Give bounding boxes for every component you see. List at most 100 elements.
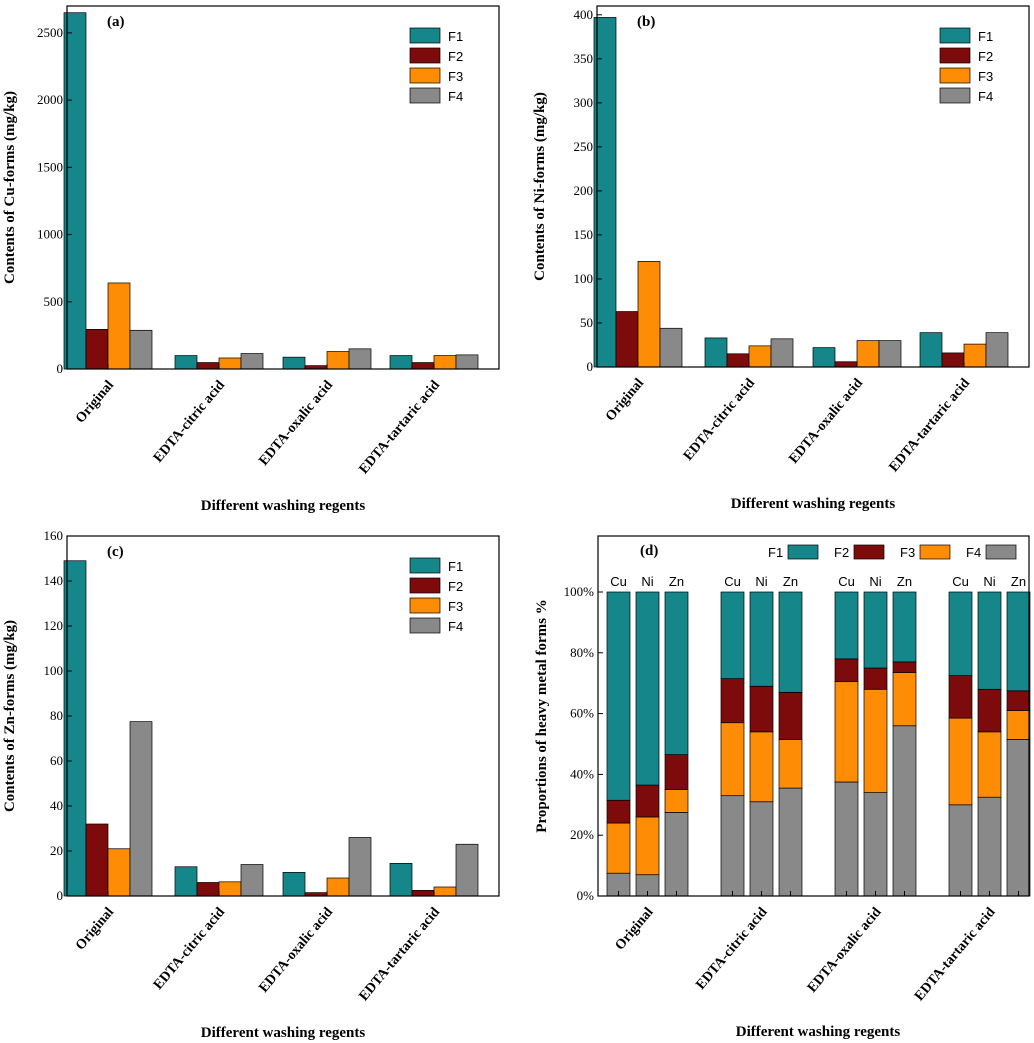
panel-label: (b) xyxy=(637,14,655,30)
stack-F3-Ni-2 xyxy=(863,688,888,793)
legend-swatch-F1 xyxy=(939,27,971,44)
panel-label: (a) xyxy=(107,14,125,30)
bar-F2-edta-citric-acid xyxy=(196,882,220,897)
bar-F3-edta-tartaric-acid xyxy=(963,343,987,368)
metal-label: Zn xyxy=(783,574,798,589)
y-tick-label: 100 xyxy=(44,663,64,678)
stack-F4-Ni-1 xyxy=(749,801,774,897)
legend-swatch-F3 xyxy=(409,67,441,84)
bar-F3-edta-oxalic-acid xyxy=(856,340,880,368)
stack-F3-Cu-2 xyxy=(834,681,859,783)
stack-F4-Zn-0 xyxy=(664,812,689,897)
stack-F1-Zn-3 xyxy=(1006,591,1031,692)
legend-swatch-F4 xyxy=(939,87,971,104)
y-tick-label: 80% xyxy=(570,645,594,660)
metal-label: Zn xyxy=(1011,574,1026,589)
stack-F2-Cu-0 xyxy=(606,799,631,824)
category-label: EDTA-citric acid xyxy=(681,376,758,464)
stack-F3-Ni-1 xyxy=(749,731,774,803)
stack-F2-Ni-3 xyxy=(977,688,1002,733)
y-tick-label: 400 xyxy=(574,7,594,22)
legend-swatch-F4 xyxy=(985,544,1017,560)
stack-F1-Ni-1 xyxy=(749,591,774,687)
stack-F2-Zn-2 xyxy=(892,661,917,673)
legend-swatch-F3 xyxy=(919,544,951,560)
bar-F4-edta-citric-acid xyxy=(770,338,794,368)
y-tick-label: 40 xyxy=(50,798,63,813)
stack-F2-Ni-2 xyxy=(863,667,888,690)
y-tick-label: 1500 xyxy=(37,159,63,174)
category-label: EDTA-oxalic acid xyxy=(786,376,866,467)
stack-F3-Cu-1 xyxy=(720,722,745,797)
stack-F2-Ni-1 xyxy=(749,685,774,733)
bar-F1-edta-oxalic-acid xyxy=(812,347,836,368)
metal-label: Ni xyxy=(641,574,653,589)
y-tick-label: 2000 xyxy=(37,92,63,107)
bar-F3-edta-tartaric-acid xyxy=(433,355,457,370)
metal-label: Cu xyxy=(724,574,741,589)
category-label: EDTA-citric acid xyxy=(694,905,771,993)
bar-F3-original xyxy=(637,260,661,368)
y-tick-label: 140 xyxy=(44,573,64,588)
stack-F4-Zn-2 xyxy=(892,725,917,897)
stack-F1-Cu-0 xyxy=(606,591,631,801)
y-tick-label: 300 xyxy=(574,95,594,110)
plot-frame xyxy=(66,5,500,370)
bar-F4-edta-oxalic-acid xyxy=(348,837,372,897)
stack-F3-Zn-2 xyxy=(892,672,917,727)
category-label: EDTA-citric acid xyxy=(151,378,228,466)
bar-F3-edta-citric-acid xyxy=(218,357,242,370)
legend-label-F3: F3 xyxy=(448,599,463,614)
y-tick-label: 250 xyxy=(574,139,594,154)
legend-swatch-F4 xyxy=(409,617,441,634)
plot-frame xyxy=(596,5,1030,368)
y-tick-label: 160 xyxy=(44,528,64,543)
y-tick-label: 40% xyxy=(570,766,594,781)
legend-swatch-F3 xyxy=(939,67,971,84)
bar-F3-original xyxy=(107,848,131,897)
legend-label-F4: F4 xyxy=(966,545,981,560)
legend-swatch-F2 xyxy=(409,47,441,64)
category-label: EDTA-tartaric acid xyxy=(887,376,974,475)
stack-F1-Ni-2 xyxy=(863,591,888,669)
y-axis-label: Contents of Ni-forms (mg/kg) xyxy=(532,92,548,281)
bar-F4-original xyxy=(659,327,683,368)
stack-F3-Cu-0 xyxy=(606,822,631,874)
legend-label-F2: F2 xyxy=(448,49,463,64)
bar-F2-original xyxy=(85,328,109,370)
panel-1: Original EDTA-citric acid EDTA-oxalic acid… xyxy=(532,5,1030,512)
category-label: Original xyxy=(603,376,647,424)
legend-swatch-F1 xyxy=(409,27,441,44)
y-tick-label: 100% xyxy=(564,584,595,599)
stack-F3-Cu-3 xyxy=(948,717,973,806)
y-tick-label: 2500 xyxy=(37,25,63,40)
bar-F4-edta-tartaric-acid xyxy=(455,354,479,370)
stack-F2-Cu-1 xyxy=(720,678,745,724)
category-label: EDTA-tartaric acid xyxy=(357,905,444,1004)
metal-label: Cu xyxy=(838,574,855,589)
legend-label-F1: F1 xyxy=(978,29,993,44)
legend-label-F2: F2 xyxy=(834,545,849,560)
y-tick-label: 50 xyxy=(580,315,593,330)
bar-F4-original xyxy=(129,721,153,897)
bar-F3-original xyxy=(107,282,131,370)
x-axis-label: Different washing regents xyxy=(201,1025,366,1041)
panel-d: Cu Ni Zn Original Cu Ni Zn EDTA-citric acid Cu Ni… xyxy=(534,535,1031,1040)
bar-F2-edta-tartaric-acid xyxy=(411,362,435,370)
y-tick-label: 100 xyxy=(574,271,594,286)
bar-F1-edta-tartaric-acid xyxy=(919,332,943,368)
y-tick-label: 1000 xyxy=(37,227,63,242)
bar-F1-edta-oxalic-acid xyxy=(282,872,306,897)
y-axis-label: Proportions of heavy metal forms % xyxy=(534,599,550,832)
bar-F4-edta-tartaric-acid xyxy=(455,843,479,897)
y-tick-label: 20% xyxy=(570,827,594,842)
legend-swatch-F2 xyxy=(853,544,885,560)
bar-F2-edta-tartaric-acid xyxy=(411,890,435,897)
stack-F1-Cu-3 xyxy=(948,591,973,676)
category-label: EDTA-citric acid xyxy=(151,905,228,993)
bar-F2-edta-citric-acid xyxy=(196,362,220,370)
stack-F4-Cu-2 xyxy=(834,781,859,897)
stack-F1-Ni-0 xyxy=(635,591,660,786)
bar-F1-edta-oxalic-acid xyxy=(282,356,306,370)
stack-F4-Zn-3 xyxy=(1006,739,1031,897)
